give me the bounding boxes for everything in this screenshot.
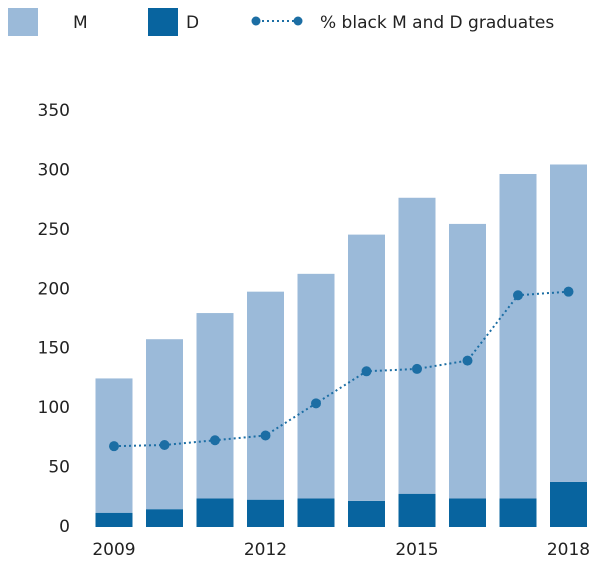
legend-swatch (8, 8, 38, 36)
legend-marker (251, 16, 261, 26)
legend-label: M (73, 13, 88, 33)
line-point (109, 441, 119, 452)
legend-marker (293, 16, 303, 26)
legend-label: % black M and D graduates (320, 13, 554, 33)
line (113, 290, 569, 448)
line-point (513, 290, 523, 301)
y-tick-label: 150 (38, 339, 70, 359)
bar (196, 498, 234, 527)
bar (499, 498, 537, 527)
line-point (361, 366, 372, 377)
line-point (563, 286, 574, 297)
y-tick-label: 300 (38, 160, 70, 180)
bar (297, 273, 335, 499)
x-tick-label: 2009 (92, 540, 135, 560)
x-tick-label: 2015 (395, 540, 438, 560)
legend-label: D (186, 13, 199, 33)
bar (449, 498, 486, 527)
line-point (412, 363, 422, 374)
bar (398, 197, 436, 494)
y-tick-label: 350 (38, 101, 70, 121)
bar (398, 493, 436, 527)
bar (95, 512, 133, 527)
y-tick-label: 250 (38, 220, 70, 240)
x-tick-label: 2018 (547, 540, 590, 560)
bar (499, 173, 537, 499)
line-point (260, 430, 271, 441)
legend-swatch (148, 8, 178, 36)
y-tick-label: 200 (38, 279, 70, 299)
bar (247, 499, 284, 527)
line-point (462, 355, 473, 366)
bar (550, 164, 587, 482)
bar (297, 498, 335, 527)
y-tick-label: 100 (38, 398, 70, 418)
bar (550, 481, 587, 527)
bar (146, 509, 183, 527)
bar (247, 291, 284, 500)
line-point (210, 435, 220, 446)
x-tick-label: 2012 (244, 540, 287, 560)
bar (146, 339, 183, 510)
line-point (311, 398, 321, 409)
y-tick-label: 0 (59, 517, 70, 537)
line-point (159, 439, 170, 450)
bar (348, 500, 385, 527)
y-tick-label: 50 (48, 458, 70, 478)
bar (196, 313, 234, 499)
